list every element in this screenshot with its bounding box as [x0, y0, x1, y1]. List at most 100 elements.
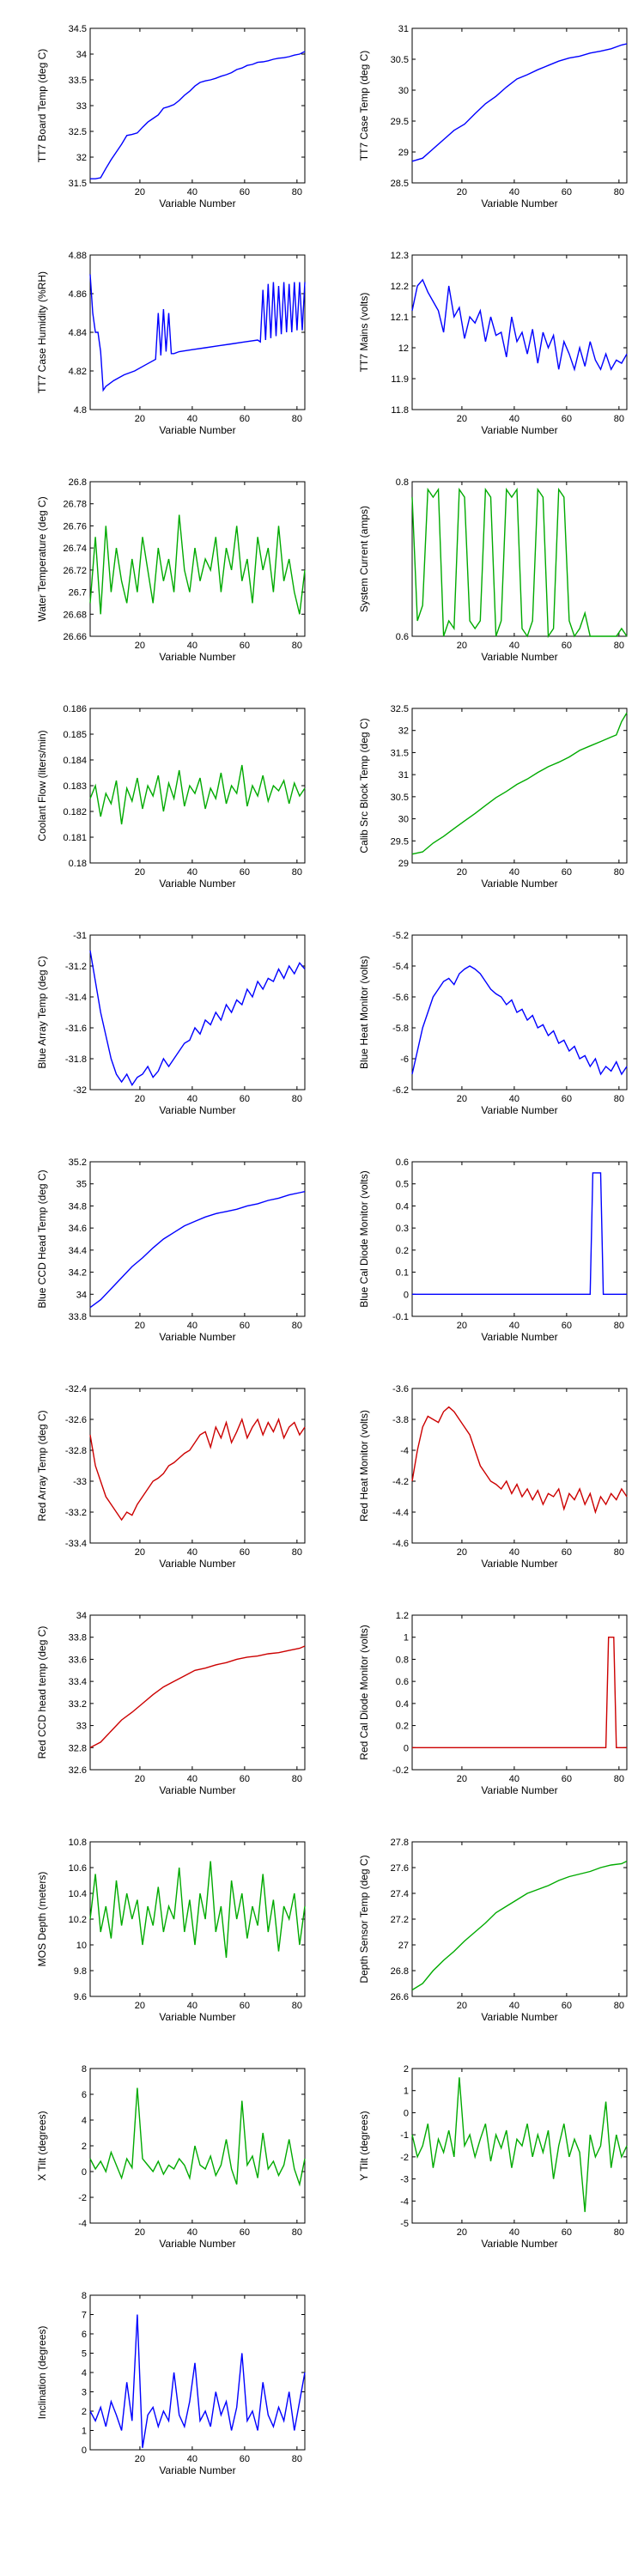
series-line	[411, 2077, 628, 2213]
y-tick-label: 12.3	[391, 251, 409, 261]
x-axis-label: Variable Number	[159, 651, 235, 663]
y-tick-label: 26.76	[63, 521, 87, 532]
series-line	[411, 1860, 628, 1991]
series-line	[89, 1645, 306, 1748]
chart-panel-6: 0.8 0.6 20 40 60 80 Variable Number System Curr…	[358, 477, 628, 663]
y-axis-label: TT7 Mains (volts)	[358, 293, 370, 373]
x-tick-label: 20	[135, 867, 145, 878]
y-tick-label: 34	[76, 50, 87, 60]
x-tick-label: 40	[509, 2001, 519, 2011]
y-tick-label: -0.2	[392, 1765, 409, 1776]
y-tick-label: 34	[76, 1611, 87, 1621]
y-tick-label: -1	[400, 2130, 409, 2141]
series-line	[89, 950, 306, 1086]
y-tick-label: 10.2	[69, 1915, 87, 1925]
y-tick-label: 1	[82, 2427, 87, 2437]
x-tick-label: 60	[562, 187, 572, 197]
x-tick-label: 40	[509, 867, 519, 878]
y-tick-label: 11.9	[391, 374, 409, 385]
x-tick-label: 60	[562, 1094, 572, 1104]
y-tick-label: 9.6	[74, 1992, 87, 2002]
y-tick-label: 4.8	[74, 405, 87, 416]
chart-panel-3: 4.8 4.82 4.84 4.86 4.88 20 40 60 80 Variable Numb…	[36, 251, 306, 436]
y-tick-label: 0.6	[396, 1677, 409, 1687]
y-tick-label: 4.86	[69, 289, 87, 300]
plot-frame	[89, 1161, 306, 1317]
series-line	[89, 1861, 306, 1959]
series-line	[89, 1191, 306, 1309]
y-tick-label: 8	[82, 2064, 87, 2075]
plot-frame	[411, 1614, 628, 1771]
chart-panel-11: 33.8 34 34.2 34.4 34.6 34.8 35 35.2 20 40 60 80 Vari…	[36, 1157, 306, 1343]
y-tick-label: 10.8	[69, 1838, 87, 1848]
plot-frame	[89, 27, 306, 184]
x-tick-label: 40	[509, 414, 519, 424]
y-tick-label: 1.2	[396, 1611, 409, 1621]
plot-frame	[89, 254, 306, 410]
x-tick-label: 80	[292, 1094, 302, 1104]
x-tick-label: 60	[240, 2227, 250, 2238]
y-tick-label: 33.4	[69, 1677, 87, 1687]
x-tick-label: 40	[187, 1774, 197, 1784]
y-tick-label: 34.5	[69, 24, 87, 34]
y-tick-label: 4.84	[69, 328, 87, 338]
y-tick-label: 27.4	[391, 1889, 409, 1899]
plot-frame	[89, 1614, 306, 1771]
y-tick-label: 33.2	[69, 1699, 87, 1710]
y-tick-label: 31.5	[391, 748, 409, 758]
chart-panel-15: 32.6 32.8 33 33.2 33.4 33.6 33.8 34 20 40 60 80 Vari…	[36, 1611, 306, 1796]
chart-panel-7: 0.18 0.181 0.182 0.183 0.184 0.185 0.186 20 40 60…	[36, 704, 306, 890]
x-tick-label: 60	[240, 414, 250, 424]
y-axis-label: TT7 Case Humidity (%RH)	[36, 271, 48, 393]
x-axis-label: Variable Number	[159, 1558, 235, 1570]
plot-frame	[411, 1388, 628, 1544]
x-tick-label: 80	[614, 187, 624, 197]
x-tick-label: 20	[457, 1094, 467, 1104]
series-line	[412, 1636, 627, 1749]
y-tick-label: 33.6	[69, 1655, 87, 1665]
x-tick-label: 60	[562, 2001, 572, 2011]
series-line	[89, 1417, 306, 1522]
y-tick-label: 26.6	[391, 1992, 409, 2002]
x-tick-label: 20	[457, 1547, 467, 1558]
x-tick-label: 80	[292, 1547, 302, 1558]
y-tick-label: 26.74	[63, 544, 87, 554]
y-tick-label: -4.4	[392, 1508, 409, 1518]
series-line	[411, 965, 628, 1076]
y-tick-label: 27	[398, 1941, 409, 1951]
y-tick-label: 0	[404, 2108, 409, 2118]
y-tick-label: 34.4	[69, 1246, 87, 1256]
y-tick-label: 28.5	[391, 179, 409, 189]
y-tick-label: 27.8	[391, 1838, 409, 1848]
y-axis-label: Calib Src Block Temp (deg C)	[358, 718, 370, 853]
x-tick-label: 60	[240, 867, 250, 878]
y-axis-label: Blue Cal Diode Monitor (volts)	[358, 1170, 370, 1307]
x-tick-label: 40	[509, 187, 519, 197]
y-axis-label: Blue CCD Head Temp (deg C)	[36, 1170, 48, 1308]
y-tick-label: 32.5	[69, 127, 87, 137]
x-tick-label: 20	[457, 641, 467, 651]
y-tick-label: 26.7	[69, 588, 87, 598]
x-tick-label: 20	[135, 1094, 145, 1104]
y-tick-label: 0.185	[63, 730, 87, 740]
chart-panel-19: -4 -2 0 2 4 6 8 20 40 60 80 Variable Number X Tilt (…	[36, 2064, 306, 2250]
x-tick-label: 40	[187, 187, 197, 197]
series-line	[90, 51, 306, 179]
x-tick-label: 20	[457, 2001, 467, 2011]
plot-frame	[411, 254, 628, 410]
plot-frame	[89, 2068, 306, 2224]
series-line	[411, 487, 628, 639]
y-tick-label: -32.6	[65, 1415, 87, 1425]
y-tick-label: 0	[404, 1743, 409, 1753]
y-tick-label: 33.8	[69, 1633, 87, 1643]
y-tick-label: 0.1	[396, 1268, 409, 1279]
x-tick-label: 60	[562, 1774, 572, 1784]
y-tick-label: -2	[78, 2193, 87, 2203]
x-tick-label: 80	[292, 2227, 302, 2238]
plot-frame	[89, 2294, 306, 2451]
y-tick-label: 4	[82, 2116, 87, 2126]
y-tick-label: 2	[82, 2407, 87, 2417]
y-tick-label: 32.8	[69, 1743, 87, 1753]
x-tick-label: 20	[457, 187, 467, 197]
x-tick-label: 60	[562, 414, 572, 424]
